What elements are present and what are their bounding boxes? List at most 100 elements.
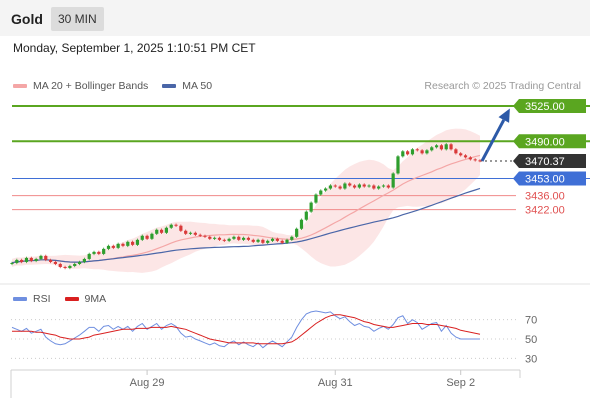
candle-body-18 (97, 251, 101, 254)
level-label-box-0 (513, 99, 586, 114)
candle-body-96 (473, 159, 477, 161)
candle-body-17 (92, 251, 96, 254)
candle-body-66 (328, 185, 333, 189)
candlesticks (10, 143, 482, 270)
moving-averages (11, 154, 481, 264)
level-label-box-1 (513, 134, 586, 149)
candle-body-19 (102, 248, 106, 254)
candle-body-74 (367, 185, 371, 187)
level-label-0: 3525.00 (525, 101, 565, 113)
legend-swatch-ma50 (162, 84, 177, 88)
candle-body-77 (381, 185, 386, 187)
candle-body-95 (468, 157, 472, 160)
legend-label-rsi: RSI (33, 293, 51, 305)
candle-body-5 (34, 258, 38, 261)
candle-body-24 (126, 241, 130, 246)
rsi-panel: 70 50 30 (11, 310, 537, 365)
candle-body-52 (261, 239, 265, 243)
candle-body-15 (82, 258, 86, 262)
time-tick-label-0: Aug 29 (130, 377, 165, 389)
candle-body-16 (87, 253, 91, 259)
candle-body-40 (203, 235, 207, 237)
candle-body-57 (285, 239, 289, 243)
candle-body-36 (184, 230, 188, 234)
candle-body-51 (256, 239, 260, 242)
candle-body-37 (188, 232, 193, 234)
candle-body-80 (396, 156, 400, 174)
candle-body-35 (179, 225, 183, 231)
candle-body-82 (406, 151, 410, 155)
candle-body-41 (208, 236, 212, 239)
candle-body-91 (449, 144, 453, 150)
rsi-9ma-line (12, 314, 481, 345)
candle-body-62 (309, 202, 313, 212)
candle-body-49 (246, 237, 251, 240)
candle-body-0 (10, 262, 14, 264)
candle-body-14 (77, 261, 82, 264)
candle-body-68 (338, 186, 342, 189)
timeframe-selector[interactable]: 30 MIN (51, 7, 104, 31)
candle-body-34 (174, 224, 178, 226)
candle-body-2 (20, 259, 24, 262)
candle-body-1 (15, 259, 19, 263)
bollinger-band-area (12, 128, 480, 273)
candle-body-76 (377, 186, 381, 189)
candle-body-94 (463, 155, 468, 158)
candle-body-92 (454, 149, 458, 154)
time-axis: Aug 29 Aug 31 Sep 2 (0, 283, 590, 398)
candle-body-78 (386, 185, 390, 188)
candle-body-72 (357, 184, 361, 188)
legend-label-9ma: 9MA (84, 293, 107, 305)
forecast-arrow-head (498, 108, 510, 123)
bollinger-band-fill (12, 128, 480, 273)
candle-body-90 (444, 144, 448, 150)
candle-body-67 (333, 185, 337, 187)
candle-body-63 (314, 194, 318, 203)
level-label-2: 3470.37 (525, 156, 565, 168)
chart-datetime: Monday, September 1, 2025 1:10:51 PM CET (13, 41, 256, 55)
candle-body-84 (415, 149, 419, 151)
candle-body-73 (362, 184, 366, 187)
candle-body-10 (58, 263, 62, 267)
candle-body-32 (164, 227, 168, 233)
candle-body-25 (131, 241, 135, 245)
candle-body-48 (241, 237, 246, 240)
candle-body-87 (430, 147, 434, 151)
candle-body-53 (266, 240, 270, 243)
candle-body-69 (343, 183, 347, 189)
legend-swatch-rsi (13, 297, 27, 301)
candle-body-9 (53, 261, 58, 264)
candle-body-56 (280, 240, 284, 243)
candle-body-46 (232, 236, 236, 239)
candle-body-58 (290, 236, 294, 240)
candle-body-45 (227, 238, 231, 241)
candle-body-59 (295, 228, 299, 237)
candle-body-65 (324, 188, 328, 191)
candle-body-26 (135, 239, 140, 245)
level-label-box-2 (513, 153, 586, 168)
candle-body-44 (222, 239, 226, 241)
candle-body-22 (116, 243, 120, 248)
level-label-5: 3422.00 (525, 205, 565, 217)
candle-body-29 (150, 233, 154, 239)
legend-label-ma50: MA 50 (182, 80, 213, 92)
legend-swatch-9ma (64, 297, 79, 301)
level-label-3: 3453.00 (525, 173, 565, 185)
candle-body-43 (217, 237, 222, 240)
candle-body-50 (251, 239, 255, 242)
candle-body-70 (348, 183, 352, 186)
candle-body-6 (39, 255, 43, 259)
candle-body-81 (401, 151, 405, 157)
legend-item-bollinger: MA 20 + Bollinger Bands (13, 80, 148, 92)
candle-body-13 (73, 263, 77, 266)
candle-body-54 (270, 238, 275, 241)
legend-item-rsi: RSI (13, 293, 51, 305)
candle-body-28 (145, 235, 149, 239)
candle-body-79 (391, 173, 395, 188)
candle-body-97 (478, 160, 482, 162)
level-label-box-3 (513, 171, 586, 186)
candle-body-60 (299, 219, 304, 229)
research-credit: Research © 2025 Trading Central (424, 80, 581, 92)
candle-body-61 (304, 211, 308, 220)
